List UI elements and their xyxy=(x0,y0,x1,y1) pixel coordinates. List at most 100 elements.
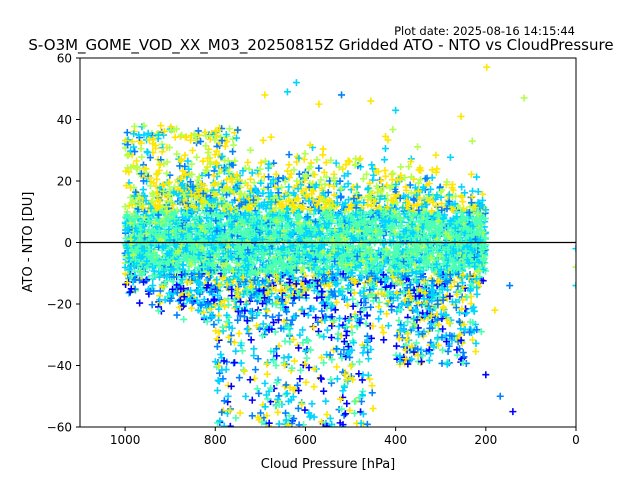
data-point xyxy=(210,295,218,303)
data-point xyxy=(397,222,405,230)
data-point xyxy=(396,261,404,269)
data-point xyxy=(444,224,452,232)
data-point xyxy=(285,161,293,169)
data-point xyxy=(205,250,213,258)
data-point xyxy=(289,299,297,307)
data-point xyxy=(334,265,342,273)
data-point xyxy=(390,253,398,261)
data-point xyxy=(335,216,343,224)
data-point xyxy=(136,276,144,284)
data-point xyxy=(303,251,311,259)
data-point xyxy=(360,287,368,295)
data-point xyxy=(359,257,367,265)
data-point xyxy=(301,176,309,184)
data-point xyxy=(336,314,344,322)
data-point xyxy=(228,253,236,261)
data-point xyxy=(352,263,360,271)
data-point xyxy=(272,170,280,178)
data-point xyxy=(270,318,278,326)
data-point xyxy=(328,322,336,330)
data-point xyxy=(166,251,174,259)
data-point xyxy=(309,251,317,259)
data-point xyxy=(322,173,330,181)
data-point xyxy=(175,258,183,266)
data-point xyxy=(436,225,444,233)
data-point xyxy=(270,240,278,248)
data-point xyxy=(286,279,294,287)
data-point xyxy=(402,226,410,234)
data-point xyxy=(378,324,386,332)
data-point xyxy=(236,312,244,320)
data-point xyxy=(167,266,175,274)
data-point xyxy=(428,230,436,238)
data-point xyxy=(132,212,140,220)
data-point xyxy=(430,263,438,271)
data-point xyxy=(265,173,273,181)
data-point xyxy=(446,153,454,161)
data-point xyxy=(367,303,375,311)
data-point xyxy=(246,205,254,213)
data-point xyxy=(172,234,180,242)
data-point xyxy=(235,242,243,250)
data-point xyxy=(335,322,343,330)
data-point xyxy=(241,307,249,315)
data-point xyxy=(275,213,283,221)
data-point xyxy=(408,269,416,277)
data-point xyxy=(249,217,257,225)
data-point xyxy=(237,228,245,236)
data-point xyxy=(232,347,240,355)
data-point xyxy=(406,259,414,267)
data-point xyxy=(267,198,275,206)
data-point xyxy=(127,285,135,293)
data-point xyxy=(289,274,297,282)
data-point xyxy=(330,246,338,254)
data-point xyxy=(467,170,475,178)
data-point xyxy=(388,182,396,190)
data-point xyxy=(427,254,435,262)
data-point xyxy=(313,201,321,209)
data-point xyxy=(431,304,439,312)
data-point xyxy=(432,168,440,176)
data-point xyxy=(475,267,483,275)
data-point xyxy=(328,302,336,310)
data-point xyxy=(154,196,162,204)
data-point xyxy=(329,270,337,278)
data-point xyxy=(152,271,160,279)
data-point xyxy=(149,281,157,289)
data-point xyxy=(397,163,405,171)
data-point xyxy=(333,199,341,207)
data-point xyxy=(366,247,374,255)
data-point xyxy=(295,170,303,178)
data-point xyxy=(371,275,379,283)
data-point xyxy=(235,202,243,210)
data-point xyxy=(368,221,376,229)
data-point xyxy=(200,209,208,217)
data-point xyxy=(260,198,268,206)
data-point xyxy=(197,223,205,231)
data-point xyxy=(310,261,318,269)
data-point xyxy=(461,263,469,271)
data-point xyxy=(141,213,149,221)
data-point xyxy=(409,211,417,219)
data-point xyxy=(263,307,271,315)
data-point xyxy=(404,208,412,216)
data-point xyxy=(479,190,487,198)
data-point xyxy=(289,207,297,215)
data-point xyxy=(444,246,452,254)
data-point xyxy=(233,171,241,179)
data-point xyxy=(320,256,328,264)
data-point xyxy=(459,279,467,287)
data-point xyxy=(331,278,339,286)
data-point xyxy=(253,187,261,195)
data-point xyxy=(147,204,155,212)
data-point xyxy=(155,263,163,271)
data-point xyxy=(318,184,326,192)
data-point xyxy=(333,211,341,219)
data-point xyxy=(415,206,423,214)
data-point xyxy=(160,268,168,276)
data-point xyxy=(240,244,248,252)
data-point xyxy=(158,283,166,291)
data-point xyxy=(345,218,353,226)
data-point xyxy=(411,261,419,269)
data-point xyxy=(345,281,353,289)
